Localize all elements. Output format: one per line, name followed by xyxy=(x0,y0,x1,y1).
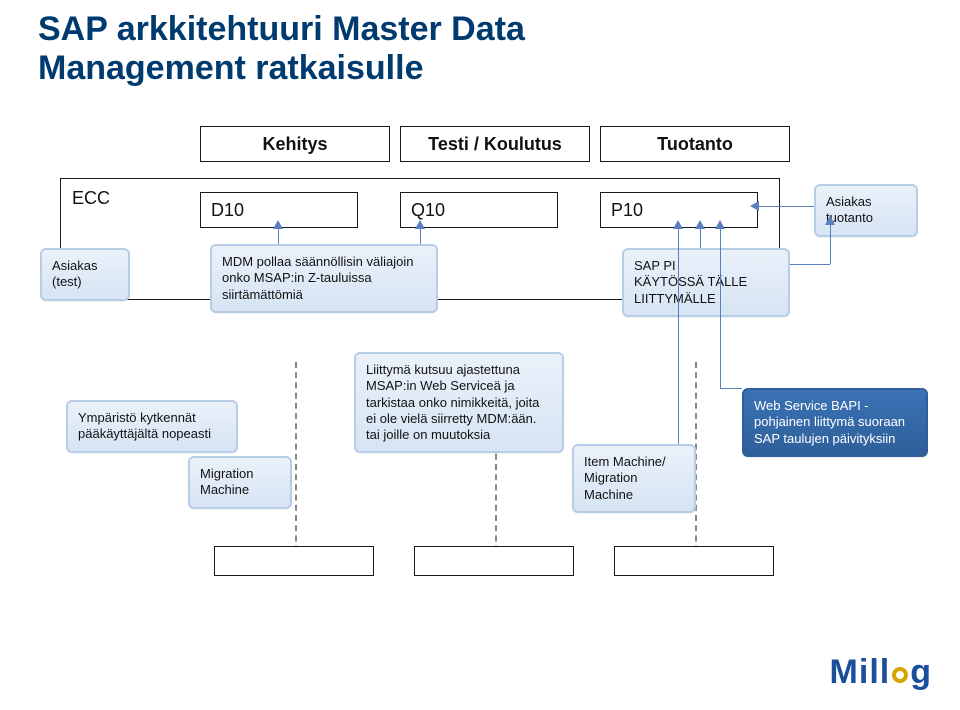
sys-d10-label: D10 xyxy=(211,200,244,221)
page-title: SAP arkkitehtuuri Master Data Management… xyxy=(38,10,525,88)
callout-web-service-text: Web Service BAPI - pohjainen liittymä su… xyxy=(754,398,905,446)
arrow-sappi-p10-v xyxy=(700,228,701,248)
callout-liittyma-text: Liittymä kutsuu ajastettuna MSAP:in Web … xyxy=(366,362,539,442)
callout-asiakas-test: Asiakas (test) xyxy=(40,248,130,301)
arrow-atuot-p10 xyxy=(758,206,814,207)
logo-icon xyxy=(892,667,908,683)
callout-sap-pi: SAP PI KÄYTÖSSÄ TÄLLE LIITTYMÄLLE xyxy=(622,248,790,317)
arrow-mdm-d10-head xyxy=(273,220,283,229)
ecc-label: ECC xyxy=(72,188,110,209)
stack-box xyxy=(414,546,574,576)
arrow-ws-h xyxy=(720,388,742,389)
env-tuotanto-label: Tuotanto xyxy=(657,134,733,155)
callout-ymparisto-text: Ympäristö kytkennät pääkäyttäjältä nopea… xyxy=(78,410,211,441)
arrow-mdm-q10-head xyxy=(415,220,425,229)
arrow-sappi-p10-head xyxy=(695,220,705,229)
callout-sap-pi-text: SAP PI KÄYTÖSSÄ TÄLLE LIITTYMÄLLE xyxy=(634,258,747,306)
stack-box xyxy=(614,546,774,576)
arrow-sappi-atuot xyxy=(790,264,830,265)
callout-item-machine-text: Item Machine/ Migration Machine xyxy=(584,454,666,502)
callout-mdm-poll: MDM pollaa säännöllisin väliajoin onko M… xyxy=(210,244,438,313)
title-line2: Management ratkaisulle xyxy=(38,49,423,87)
callout-ymparisto: Ympäristö kytkennät pääkäyttäjältä nopea… xyxy=(66,400,238,453)
logo-text-right: g xyxy=(910,653,932,692)
arrow-sappi-atuot-head xyxy=(825,216,835,225)
sys-q10-label: Q10 xyxy=(411,200,445,221)
arrow-item-p10-v xyxy=(678,228,679,444)
stack-kehitys xyxy=(214,540,374,576)
stack-testi xyxy=(414,540,574,576)
logo-text-left: Mill xyxy=(830,653,891,692)
arrow-mdm-d10 xyxy=(278,228,279,244)
stack-box xyxy=(214,546,374,576)
callout-liittyma: Liittymä kutsuu ajastettuna MSAP:in Web … xyxy=(354,352,564,453)
arrow-mdm-q10 xyxy=(420,228,421,244)
env-kehitys: Kehitys xyxy=(200,126,390,162)
sys-p10-label: P10 xyxy=(611,200,643,221)
callout-mdm-poll-text: MDM pollaa säännöllisin väliajoin onko M… xyxy=(222,254,413,302)
callout-asiakas-test-text: Asiakas (test) xyxy=(52,258,98,289)
env-testi: Testi / Koulutus xyxy=(400,126,590,162)
arrow-ws-p10-head xyxy=(715,220,725,229)
env-kehitys-label: Kehitys xyxy=(262,134,327,155)
callout-item-machine: Item Machine/ Migration Machine xyxy=(572,444,696,513)
arrow-sappi-atuot-v xyxy=(830,224,831,264)
callout-migration-text: Migration Machine xyxy=(200,466,253,497)
callout-web-service: Web Service BAPI - pohjainen liittymä su… xyxy=(742,388,928,457)
env-tuotanto: Tuotanto xyxy=(600,126,790,162)
callout-migration: Migration Machine xyxy=(188,456,292,509)
env-testi-label: Testi / Koulutus xyxy=(428,134,562,155)
stack-tuotanto xyxy=(614,540,774,576)
logo: Mill g xyxy=(830,653,932,692)
arrow-item-p10-head xyxy=(673,220,683,229)
title-line1: SAP arkkitehtuuri Master Data xyxy=(38,10,525,48)
arrow-ws-p10-v xyxy=(720,228,721,388)
arrow-atuot-p10-head xyxy=(750,201,759,211)
